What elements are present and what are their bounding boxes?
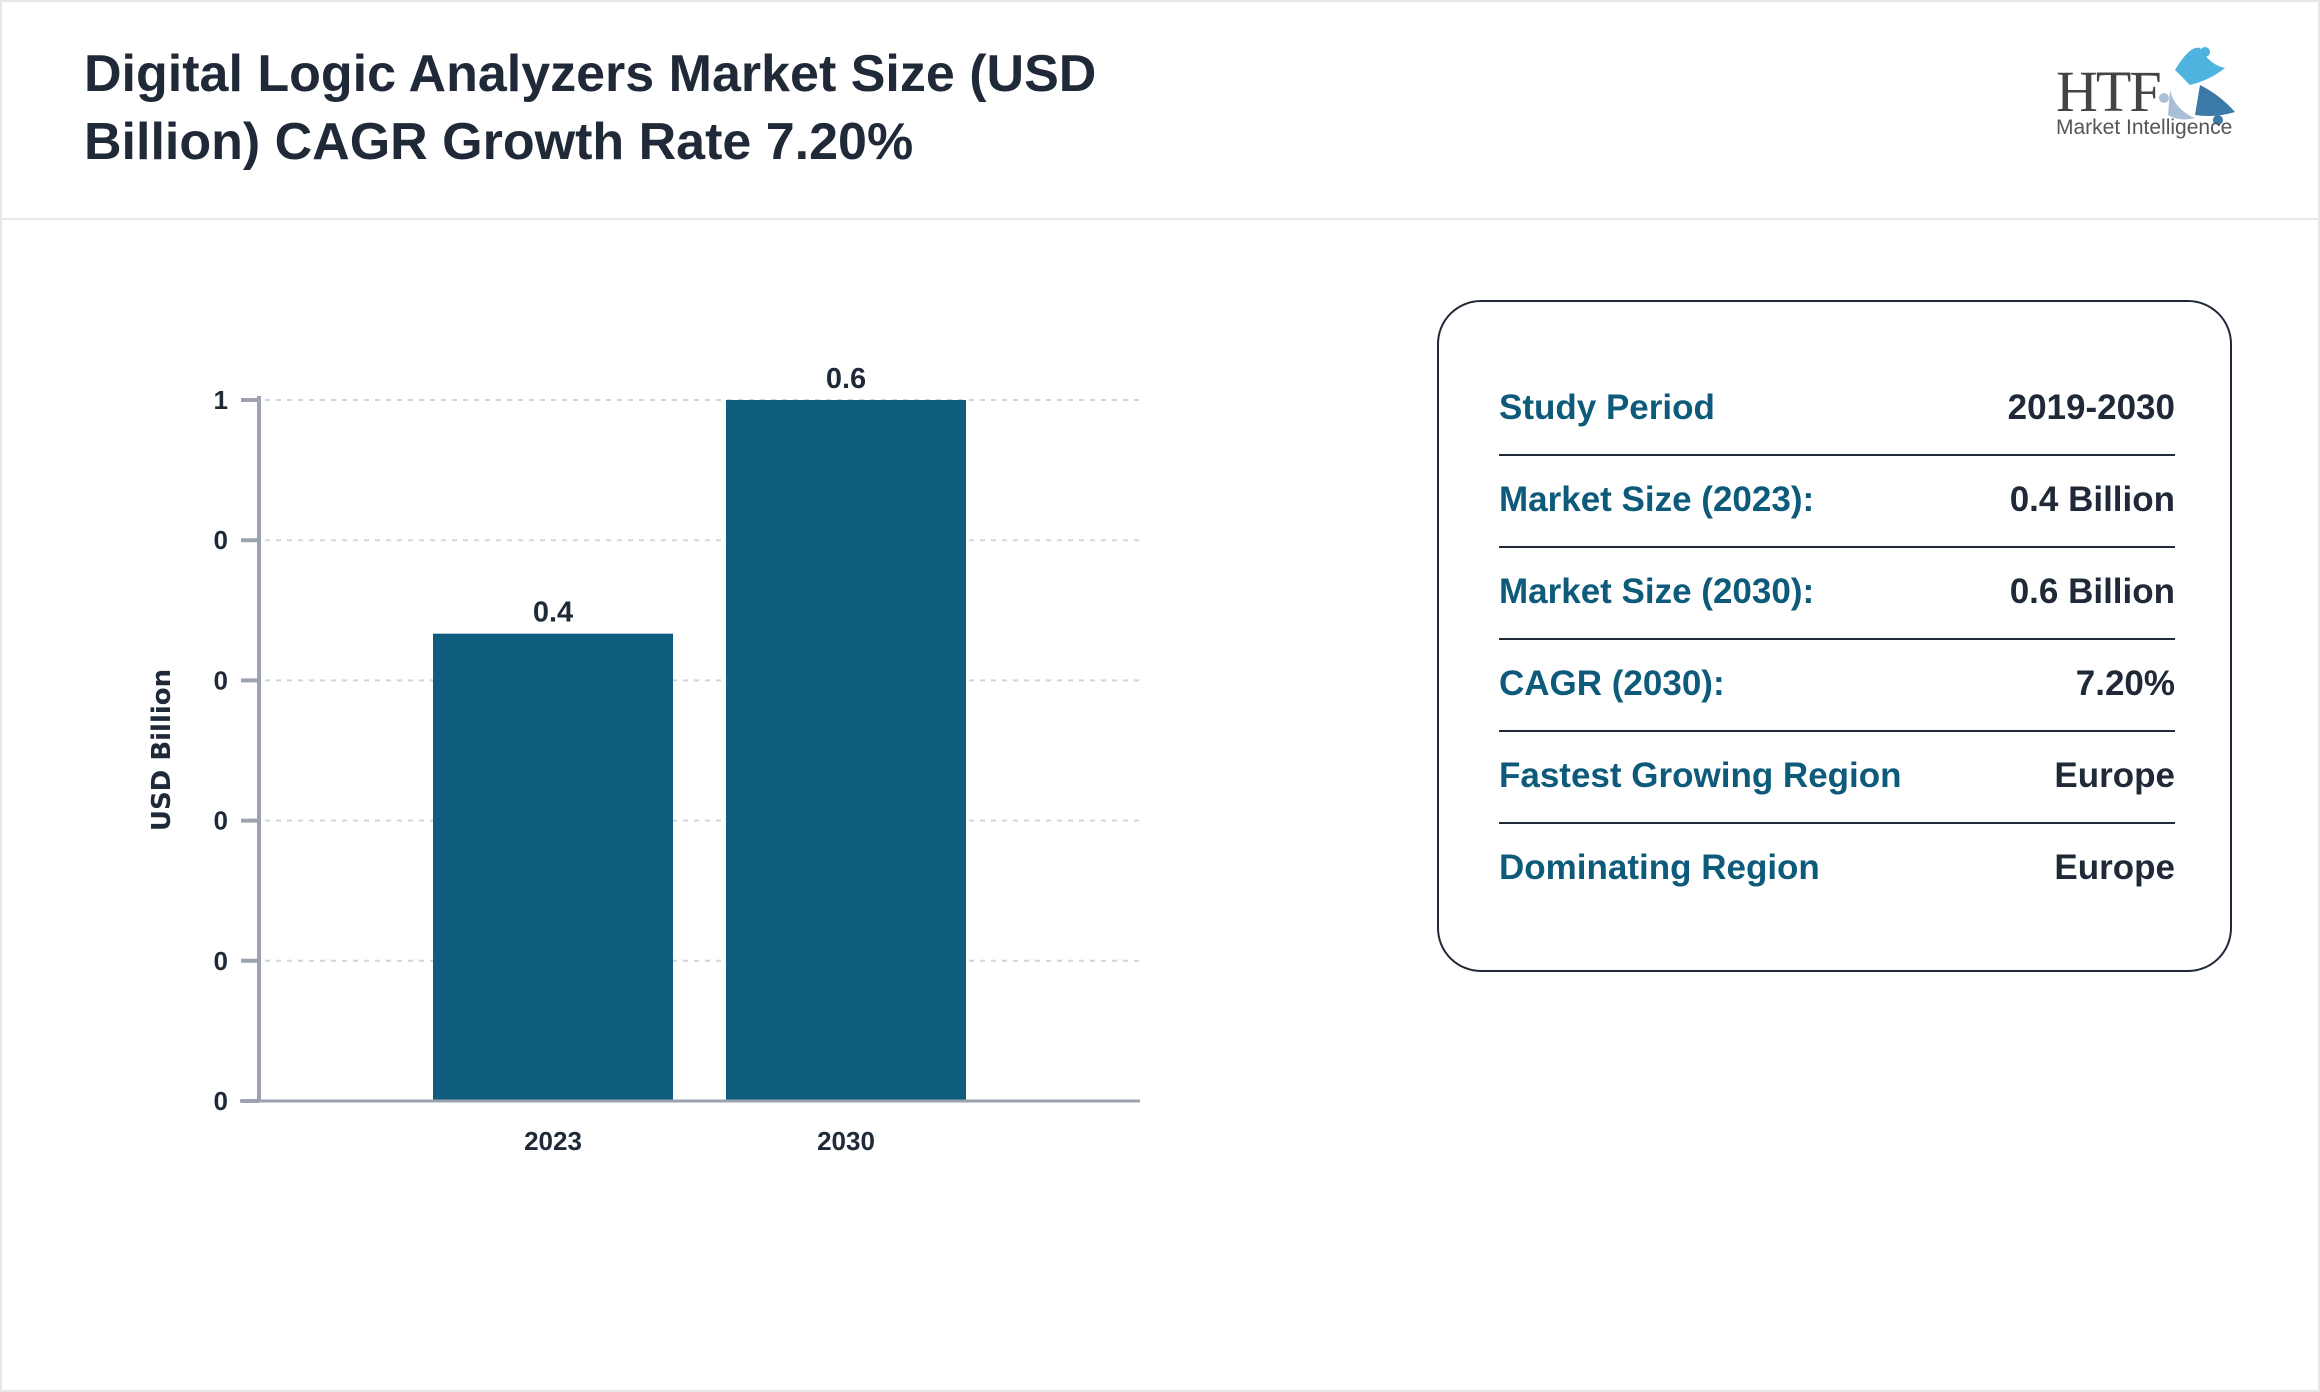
data-label: 0.6: [826, 363, 866, 395]
y-tick-label: 0: [214, 806, 228, 836]
summary-value: 7.20%: [2075, 664, 2175, 703]
y-tick-label: 0: [214, 525, 228, 555]
summary-label: Dominating Region: [1499, 848, 1820, 887]
summary-label: Market Size (2030):: [1499, 572, 1815, 611]
logo-text: HTF: [2056, 59, 2162, 124]
x-tick-label: 2023: [524, 1126, 582, 1156]
summary-label: Study Period: [1499, 388, 1715, 427]
y-tick-label: 1: [214, 385, 228, 415]
summary-value: 2019-2030: [2007, 388, 2175, 427]
y-axis-label: USD Billion: [147, 669, 177, 831]
header: Digital Logic Analyzers Market Size (USD…: [0, 0, 2320, 220]
y-tick-label: 0: [214, 1086, 228, 1116]
summary-card: Study Period 2019-2030 Market Size (2023):…: [1437, 300, 2232, 972]
summary-label: Market Size (2023):: [1499, 480, 1815, 519]
htf-logo: HTF Market Intelligence: [2050, 40, 2240, 150]
summary-label: CAGR (2030):: [1499, 664, 1725, 703]
y-tick-label: 0: [214, 946, 228, 976]
x-tick-label: 2030: [817, 1126, 875, 1156]
summary-value: 0.6 Billion: [2009, 572, 2175, 611]
y-tick-label: 0: [214, 665, 228, 695]
summary-row: Market Size (2030): 0.6 Billion: [1499, 546, 2175, 640]
bar-2023: [433, 633, 673, 1101]
summary-row: Dominating Region Europe: [1499, 822, 2175, 914]
logo-subtitle: Market Intelligence: [2056, 116, 2233, 139]
data-label: 0.4: [533, 597, 573, 629]
summary-value: Europe: [2054, 848, 2175, 887]
summary-row: Fastest Growing Region Europe: [1499, 730, 2175, 824]
summary-label: Fastest Growing Region: [1499, 756, 1902, 795]
bar-chart: 0.4 2023 0.6 2030 0 0 0 0 0 1 USD Billion: [147, 363, 1140, 1156]
summary-row: CAGR (2030): 7.20%: [1499, 638, 2175, 732]
summary-value: 0.4 Billion: [2009, 480, 2175, 519]
page-title: Digital Logic Analyzers Market Size (USD…: [84, 45, 1097, 171]
summary-row: Market Size (2023): 0.4 Billion: [1499, 454, 2175, 548]
summary-row: Study Period 2019-2030: [1499, 362, 2175, 456]
summary-value: Europe: [2054, 756, 2175, 795]
bar-2030: [726, 400, 966, 1101]
logo-figures-icon: [2159, 47, 2235, 125]
